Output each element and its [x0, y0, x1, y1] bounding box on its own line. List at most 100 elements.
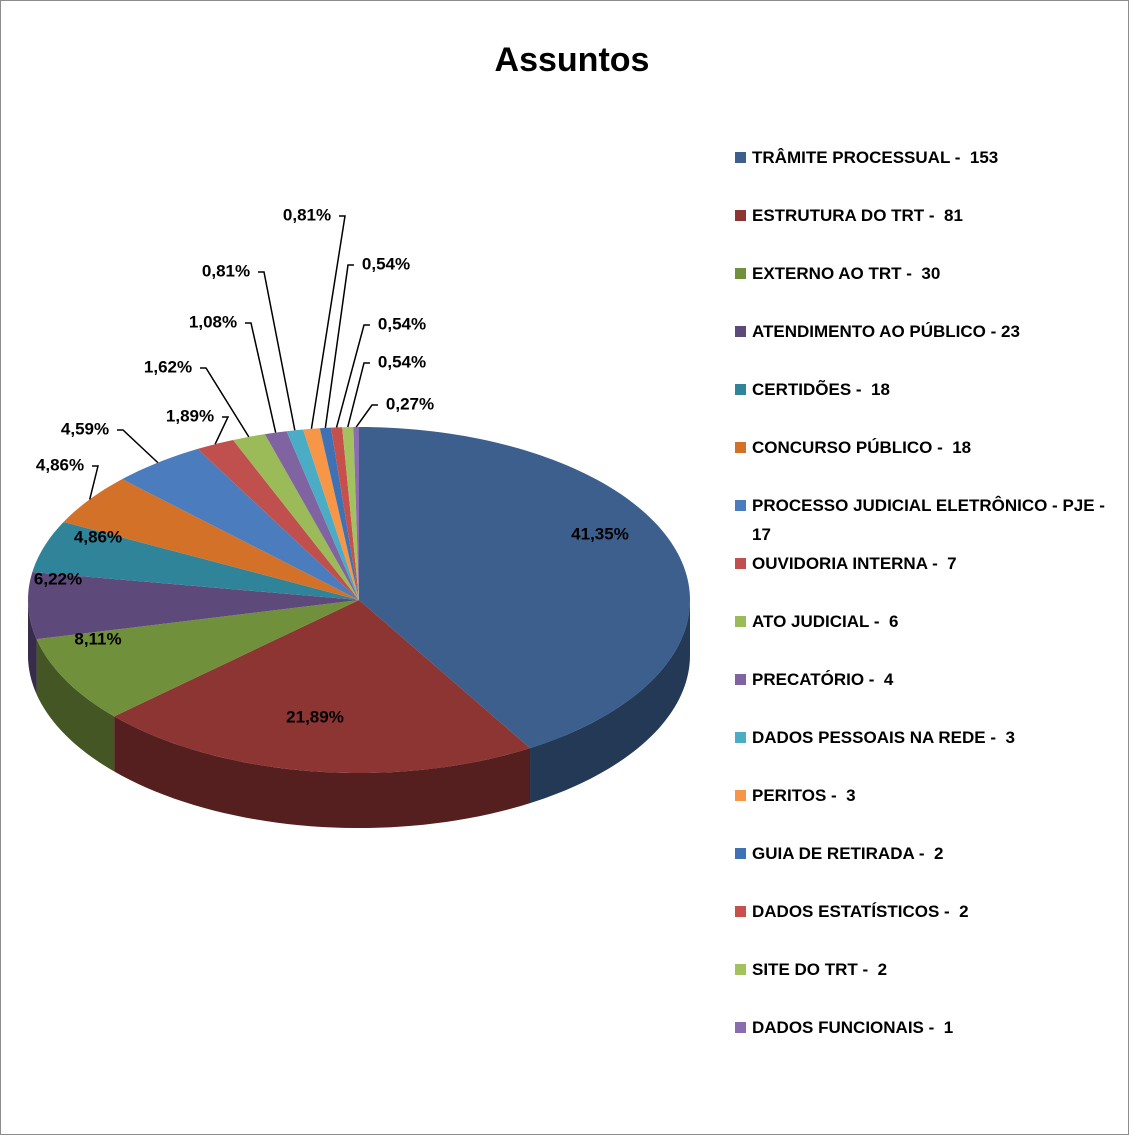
slice: [36, 600, 359, 717]
legend-label: DADOS FUNCIONAIS - 1: [752, 1018, 954, 1037]
legend-item: PERITOS - 3: [735, 781, 1120, 810]
slice-side-shade: [114, 716, 531, 828]
legend-item: CONCURSO PÚBLICO - 18: [735, 433, 1120, 462]
legend-swatch: [735, 152, 746, 163]
legend-item: ESTRUTURA DO TRT - 81: [735, 201, 1120, 230]
legend-label: PERITOS - 3: [752, 786, 856, 805]
data-label: 0,54%: [378, 352, 426, 371]
data-label: 6,22%: [34, 569, 82, 588]
legend-item: PRECATÓRIO - 4: [735, 665, 1120, 694]
slice-side-shade: [36, 639, 115, 772]
legend-swatch: [735, 732, 746, 743]
slice: [114, 600, 531, 773]
slice: [353, 427, 359, 600]
data-label: 0,81%: [202, 261, 250, 280]
legend-item: EXTERNO AO TRT - 30: [735, 259, 1120, 288]
leader-line: [200, 367, 250, 438]
legend-label: TRÂMITE PROCESSUAL - 153: [752, 148, 999, 167]
legend-swatch: [735, 442, 746, 453]
data-label: 41,35%: [571, 524, 629, 543]
legend-swatch: [735, 616, 746, 627]
legend-label: OUVIDORIA INTERNA - 7: [752, 554, 957, 573]
legend-swatch: [735, 790, 746, 801]
data-label: 4,86%: [74, 527, 122, 546]
slice: [63, 479, 359, 600]
legend-swatch: [735, 500, 746, 511]
slice-side: [36, 639, 115, 772]
slice: [330, 427, 359, 600]
legend-swatch: [735, 210, 746, 221]
slice: [264, 431, 359, 600]
data-label: 1,62%: [144, 357, 192, 376]
slice: [32, 521, 360, 600]
legend-label: PROCESSO JUDICIAL ELETRÔNICO - PJE - 17: [752, 496, 1115, 544]
slice-side: [114, 716, 531, 828]
legend-item: SITE DO TRT - 2: [735, 955, 1120, 984]
leader-line: [310, 215, 346, 429]
data-label: 1,89%: [166, 406, 214, 425]
legend-item: DADOS ESTATÍSTICOS - 2: [735, 897, 1120, 926]
legend-label: SITE DO TRT - 2: [752, 960, 888, 979]
leader-line: [347, 362, 370, 428]
slice-side: [28, 600, 37, 695]
data-label: 0,54%: [362, 254, 410, 273]
data-label: 21,89%: [286, 707, 344, 726]
legend-label: ATO JUDICIAL - 6: [752, 612, 899, 631]
leader-line: [258, 271, 296, 431]
slice: [303, 428, 359, 600]
leader-line: [117, 429, 159, 464]
legend-label: PRECATÓRIO - 4: [752, 670, 894, 689]
data-label: 8,11%: [74, 629, 121, 648]
legend-item: PROCESSO JUDICIAL ELETRÔNICO - PJE - 17: [735, 491, 1120, 549]
chart-title: Assuntos: [495, 41, 650, 79]
legend-swatch: [735, 964, 746, 975]
slice: [319, 427, 359, 600]
leader-line: [214, 416, 230, 445]
legend-label: ESTRUTURA DO TRT - 81: [752, 206, 963, 225]
legend-item: DADOS FUNCIONAIS - 1: [735, 1013, 1120, 1042]
slice: [28, 572, 359, 640]
data-label: 0,54%: [378, 314, 426, 333]
leader-line: [335, 324, 370, 428]
slice: [359, 427, 690, 749]
legend-swatch: [735, 558, 746, 569]
legend-label: EXTERNO AO TRT - 30: [752, 264, 941, 283]
data-label: 0,81%: [283, 205, 331, 224]
data-label: 0,27%: [386, 394, 434, 413]
legend-label: GUIA DE RETIRADA - 2: [752, 844, 944, 863]
legend-item: DADOS PESSOAIS NA REDE - 3: [735, 723, 1120, 752]
legend-label: ATENDIMENTO AO PÚBLICO - 23: [752, 322, 1020, 341]
leader-line: [324, 264, 354, 428]
leader-line: [245, 322, 277, 433]
slice: [122, 448, 359, 600]
slice: [342, 427, 359, 600]
legend-swatch: [735, 848, 746, 859]
leader-line: [355, 404, 378, 428]
slice: [233, 434, 359, 600]
legend-item: GUIA DE RETIRADA - 2: [735, 839, 1120, 868]
slice-side: [530, 600, 690, 804]
legend-label: DADOS PESSOAIS NA REDE - 3: [752, 728, 1015, 747]
legend-swatch: [735, 906, 746, 917]
slice-side-shade: [530, 600, 690, 804]
legend-swatch: [735, 1022, 746, 1033]
leader-line: [88, 465, 99, 500]
legend-swatch: [735, 674, 746, 685]
data-label: 1,08%: [189, 312, 237, 331]
slice: [286, 429, 359, 600]
legend-item: ATENDIMENTO AO PÚBLICO - 23: [735, 317, 1120, 346]
legend-label: CERTIDÕES - 18: [752, 380, 890, 399]
legend-item: TRÂMITE PROCESSUAL - 153: [735, 143, 1120, 172]
legend-swatch: [735, 326, 746, 337]
legend-item: ATO JUDICIAL - 6: [735, 607, 1120, 636]
legend-label: DADOS ESTATÍSTICOS - 2: [752, 902, 969, 921]
legend-swatch: [735, 384, 746, 395]
data-label: 4,86%: [36, 455, 84, 474]
slice-side-shade: [28, 600, 37, 695]
legend-item: OUVIDORIA INTERNA - 7: [735, 549, 1120, 578]
data-label: 4,59%: [61, 419, 109, 438]
legend-label: CONCURSO PÚBLICO - 18: [752, 438, 972, 457]
slice: [197, 440, 359, 600]
